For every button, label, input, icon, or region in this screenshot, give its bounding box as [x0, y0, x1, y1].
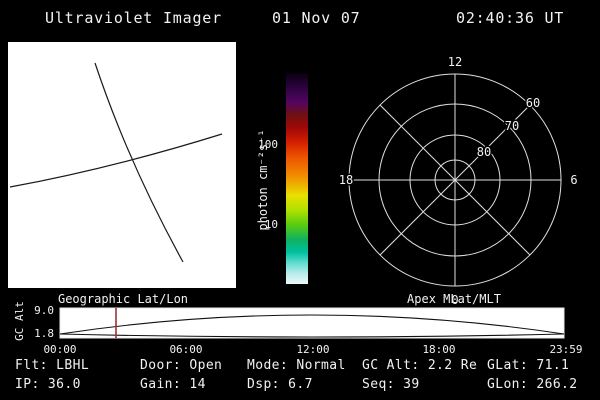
apex-polar-plot: 12 0 18 6 60 70 80 — [337, 54, 579, 309]
mlt-label-6: 6 — [570, 173, 577, 187]
status-mode: Mode: Normal — [247, 358, 346, 373]
status-seq: Seq: 39 — [362, 377, 420, 392]
status-gain: Gain: 14 — [140, 377, 206, 392]
geographic-image-panel — [8, 42, 236, 288]
strip-ylabel: GC Alt — [13, 301, 26, 341]
mlt-label-18: 18 — [339, 173, 353, 187]
orbit-altitude-curve-upper — [59, 314, 565, 335]
meridian-gridline — [94, 62, 184, 263]
strip-xtick-2359: 23:59 — [549, 343, 583, 356]
polar-grid — [348, 73, 562, 287]
geographic-gridlines — [9, 62, 223, 263]
colorbar-tick-100: 100 — [258, 138, 278, 151]
latitude-gridline — [9, 133, 223, 188]
status-glon: GLon: 266.2 — [487, 377, 578, 392]
strip-ytick-bottom: 1.8 — [34, 327, 54, 340]
colorbar-unit-label: photon cm⁻²s⁻¹ — [256, 129, 270, 231]
status-dsp: Dsp: 6.7 — [247, 377, 313, 392]
strip-xtick-0000: 00:00 — [43, 343, 77, 356]
mlt-label-0: 0 — [451, 293, 458, 307]
strip-ytick-top: 9.0 — [34, 304, 54, 317]
app-title: Ultraviolet Imager — [45, 9, 222, 27]
geographic-caption: Geographic Lat/Lon — [57, 292, 189, 306]
mlt-label-12: 12 — [448, 55, 462, 69]
strip-xtick-0600: 06:00 — [169, 343, 203, 356]
mlat-label-80: 80 — [477, 145, 491, 159]
status-glat: GLat: 71.1 — [487, 358, 570, 373]
status-flt: Flt: LBHL — [15, 358, 90, 373]
strip-xtick-1800: 18:00 — [422, 343, 456, 356]
apex-caption: Apex MLat/MLT — [407, 292, 501, 306]
spoke-diagonal-2 — [379, 104, 531, 256]
strip-xtick-1200: 12:00 — [296, 343, 330, 356]
orbit-altitude-curve-lower — [59, 333, 565, 338]
status-gcalt: GC Alt: 2.2 Re — [362, 358, 478, 373]
status-ip: IP: 36.0 — [15, 377, 81, 392]
colorbar-tick-10: 10 — [264, 218, 278, 231]
mlat-label-60: 60 — [526, 96, 540, 110]
date-display: 01 Nov 07 — [272, 9, 361, 27]
time-display: 02:40:36 UT — [456, 9, 565, 27]
strip-chart-frame — [59, 307, 565, 339]
colorbar — [286, 73, 308, 284]
status-door: Door: Open — [140, 358, 223, 373]
mlat-label-70: 70 — [505, 119, 519, 133]
orbit-strip-chart — [59, 307, 565, 339]
